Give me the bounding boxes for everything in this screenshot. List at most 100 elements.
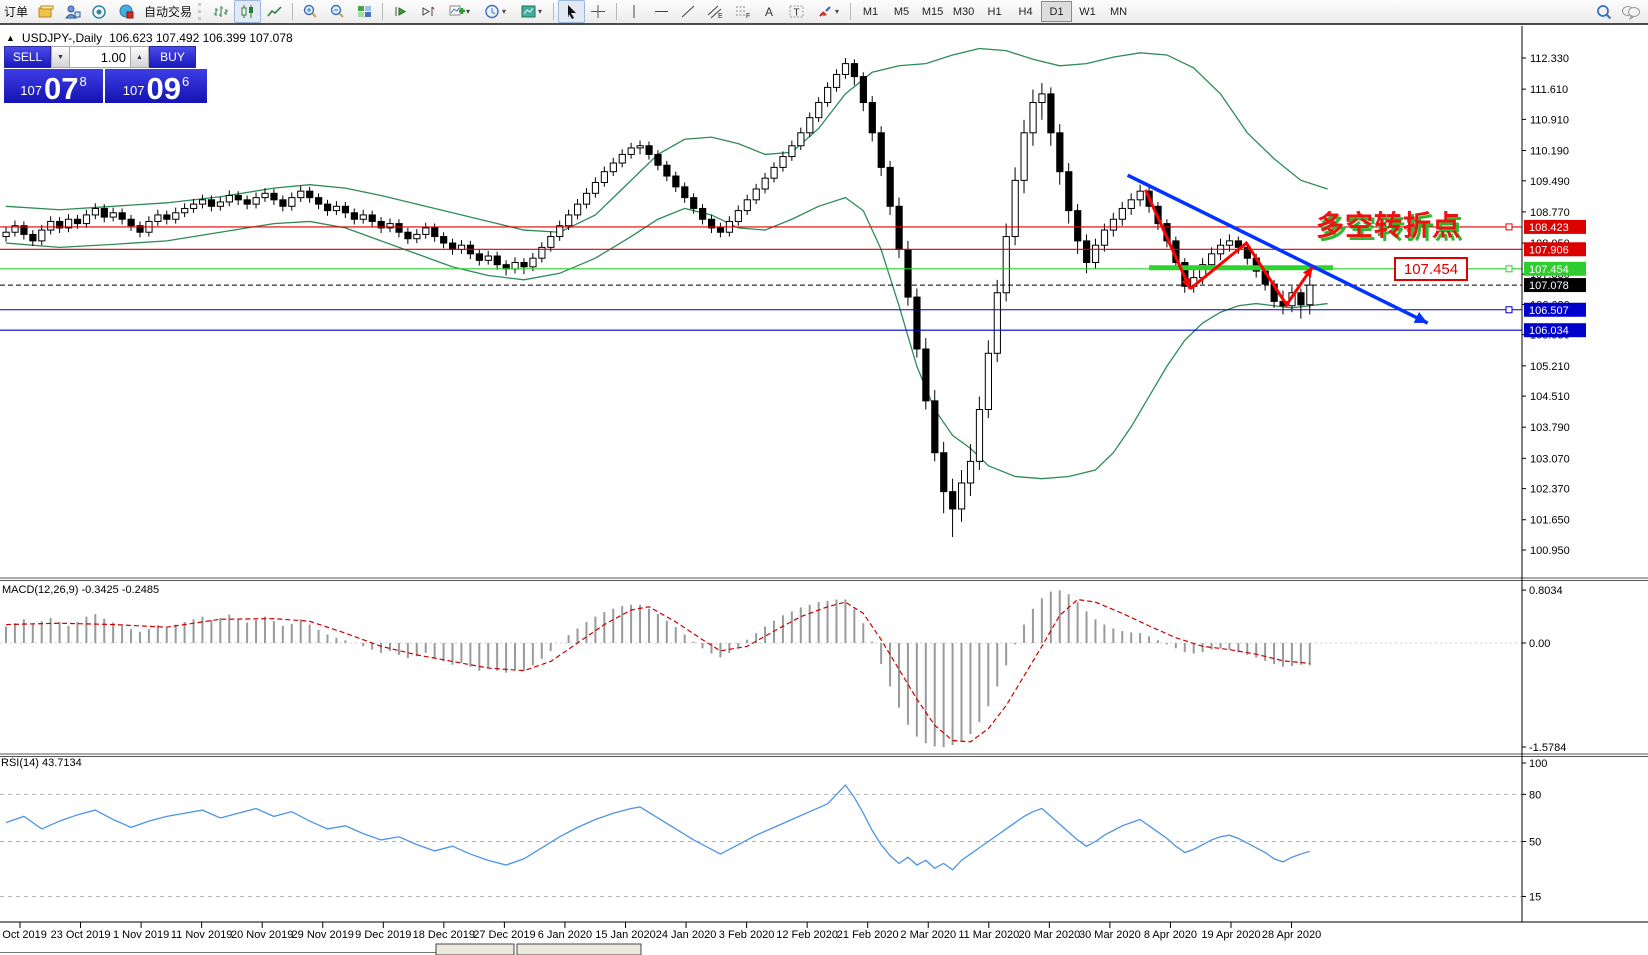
candle-body	[1225, 240, 1234, 246]
crosshair-icon[interactable]	[585, 0, 612, 23]
market-watch-icon[interactable]	[86, 0, 113, 23]
bottom-window[interactable]	[435, 943, 515, 955]
new-order-button[interactable]: 订单	[4, 5, 29, 19]
candle-body	[547, 236, 555, 248]
candle-body	[850, 63, 859, 78]
line-chart-icon[interactable]	[261, 0, 288, 23]
candle-body	[449, 242, 457, 251]
text-label-icon[interactable]: T	[783, 0, 810, 23]
turning-point-annotation[interactable]: 多空转折点	[1316, 210, 1462, 241]
vertical-line-icon[interactable]	[621, 0, 648, 23]
price-marker-label[interactable]	[1524, 302, 1586, 317]
rsi-tick-label: 100	[1529, 758, 1547, 770]
text-icon[interactable]: A	[756, 0, 783, 23]
tf-m30[interactable]: M30	[952, 5, 975, 18]
price-marker-label[interactable]	[1524, 278, 1586, 293]
tf-w1[interactable]: W1	[1079, 5, 1096, 18]
tf-m5[interactable]: M5	[893, 5, 910, 18]
candle-body	[11, 225, 19, 233]
candle-body	[1208, 253, 1216, 266]
tf-m1[interactable]: M1	[862, 5, 879, 18]
candle-body	[886, 166, 894, 207]
zigzag-arrow[interactable]	[1189, 240, 1314, 308]
auto-scroll-icon[interactable]	[387, 0, 414, 23]
price-marker-label[interactable]	[1524, 242, 1586, 257]
candle-body	[56, 220, 64, 229]
price-tick-label: 104.510	[1530, 391, 1570, 403]
buy-price-button[interactable]: 107 09 6	[105, 69, 207, 104]
price-tick-label: 111.610	[1530, 84, 1568, 96]
candle-body	[1306, 284, 1314, 306]
rsi-tick-label: 15	[1529, 891, 1541, 903]
zoom-in-icon[interactable]	[297, 0, 324, 23]
tf-h4[interactable]: H4	[1018, 5, 1033, 18]
search-icon[interactable]	[1590, 0, 1617, 23]
candle-body	[29, 233, 37, 242]
periods-icon[interactable]: ▾	[477, 0, 513, 23]
sell-button[interactable]: SELL	[4, 46, 51, 68]
horizontal-line-icon[interactable]	[648, 0, 675, 23]
candlestick-chart-icon[interactable]	[234, 0, 262, 23]
fibonacci-icon[interactable]: F	[729, 0, 756, 23]
price-tag-label[interactable]: 107.454	[1394, 257, 1468, 281]
chat-icon[interactable]	[1617, 0, 1644, 23]
sell-price-button[interactable]: 107 07 8	[4, 69, 103, 104]
trend-arrow-line[interactable]	[1126, 173, 1429, 325]
arrows-icon[interactable]: ▾	[810, 0, 846, 23]
zigzag-arrow-head[interactable]	[1302, 266, 1313, 278]
buy-price-prefix: 107	[122, 83, 145, 98]
candle-body	[913, 296, 921, 350]
volume-down-button[interactable]: ▼	[51, 46, 70, 68]
zoom-out-icon[interactable]	[324, 0, 351, 23]
chart-title: ▲ USDJPY-,Daily 106.623 107.492 106.399 …	[6, 31, 293, 45]
cursor-icon[interactable]	[558, 0, 586, 23]
bottom-window[interactable]	[516, 943, 642, 955]
candle-body	[958, 482, 966, 510]
buy-button[interactable]: BUY	[149, 46, 196, 68]
line-handle[interactable]	[1505, 306, 1513, 314]
volume-up-button[interactable]: ▲	[130, 46, 149, 68]
templates-icon[interactable]: ▾	[513, 0, 549, 23]
bar-chart-icon[interactable]	[207, 0, 234, 23]
tf-m15[interactable]: M15	[921, 5, 944, 18]
date-label: 2 Mar 2020	[900, 929, 956, 941]
candle-body	[234, 194, 242, 201]
autotrading-button[interactable]: 自动交易	[144, 5, 193, 19]
candle-body	[359, 214, 367, 220]
candle-body	[975, 408, 984, 462]
candle-body	[1056, 132, 1064, 173]
candle-body	[484, 255, 492, 261]
price-marker-label[interactable]	[1524, 219, 1586, 234]
trend-arrow-head[interactable]	[1413, 311, 1428, 324]
candle-body	[136, 225, 144, 233]
tf-h1[interactable]: H1	[987, 5, 1002, 18]
date-label: 20 Nov 2019	[231, 929, 293, 941]
price-tick-label: 110.190	[1530, 146, 1569, 158]
charts-stack-icon[interactable]	[32, 0, 59, 23]
candle-body	[1243, 246, 1251, 259]
volume-input[interactable]	[70, 46, 130, 68]
candle-body	[600, 171, 609, 184]
autotrading-icon[interactable]	[113, 0, 140, 23]
price-tick-label: 112.330	[1530, 53, 1569, 65]
candle-body	[475, 253, 483, 261]
date-label: 23 Oct 2019	[51, 929, 111, 941]
equidistant-channel-icon[interactable]: E	[702, 0, 729, 23]
zigzag-arrow[interactable]	[1144, 189, 1192, 290]
trendline-icon[interactable]	[675, 0, 702, 23]
navigator-icon[interactable]	[59, 0, 86, 23]
tf-mn[interactable]: MN	[1109, 5, 1128, 18]
price-marker-label[interactable]	[1524, 323, 1586, 338]
indicators-icon[interactable]: ▾	[441, 0, 477, 23]
candle-body	[529, 257, 537, 268]
tile-windows-icon[interactable]	[351, 0, 378, 23]
line-handle[interactable]	[1505, 223, 1513, 231]
candle-body	[431, 227, 439, 238]
toolbar-grip	[198, 3, 204, 20]
zigzag-arrow-head[interactable]	[1181, 277, 1191, 289]
price-marker-label[interactable]	[1524, 261, 1586, 276]
tf-d1[interactable]: D1	[1041, 1, 1073, 22]
line-handle[interactable]	[1505, 265, 1513, 273]
chart-shift-icon[interactable]	[414, 0, 441, 23]
